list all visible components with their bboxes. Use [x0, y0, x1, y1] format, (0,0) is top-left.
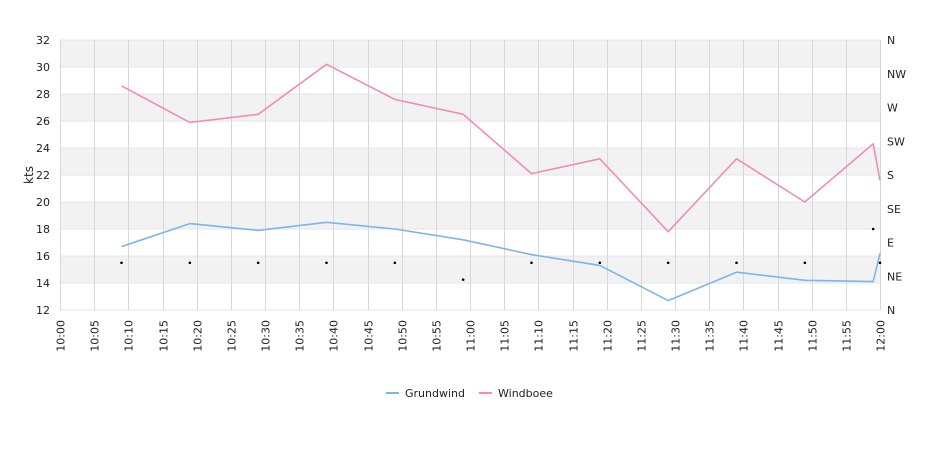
- x-tick-label: 10:40: [328, 320, 341, 352]
- x-tick-label: 11:20: [602, 320, 615, 352]
- y-tick-label: 28: [36, 88, 50, 101]
- direction-marker: [120, 261, 123, 265]
- legend-label: Windboee: [498, 387, 553, 400]
- direction-marker: [803, 261, 807, 265]
- direction-marker: [871, 227, 875, 231]
- direction-tick-label: SW: [887, 135, 905, 148]
- x-tick-label: 10:05: [89, 320, 102, 352]
- direction-marker: [598, 261, 602, 265]
- x-tick-label: 11:10: [533, 320, 546, 352]
- direction-tick-label: NE: [887, 270, 902, 283]
- x-tick-label: 11:45: [773, 320, 786, 352]
- x-tick-label: 11:55: [841, 320, 854, 352]
- x-tick-label: 10:30: [260, 320, 273, 352]
- direction-tick-label: NW: [887, 68, 906, 81]
- y-tick-label: 18: [36, 223, 50, 236]
- x-tick-label: 11:15: [568, 320, 581, 352]
- x-tick-label: 10:10: [123, 320, 136, 352]
- direction-marker: [530, 261, 533, 265]
- x-tick-label: 11:05: [499, 320, 512, 352]
- direction-axis-ticks: N NE E SE S SW W NW N: [887, 34, 906, 317]
- x-tick-label: 10:15: [158, 320, 171, 352]
- direction-tick-label: SE: [887, 203, 901, 216]
- y-axis-title: kts: [22, 166, 36, 184]
- direction-marker: [461, 278, 465, 281]
- legend-item-grundwind[interactable]: Grundwind: [386, 387, 465, 400]
- x-tick-label: 11:30: [670, 320, 683, 352]
- direction-marker: [256, 261, 260, 265]
- x-tick-label: 10:20: [192, 320, 205, 352]
- x-tick-label: 10:45: [363, 320, 376, 352]
- y-tick-label: 14: [36, 277, 50, 290]
- direction-marker: [878, 261, 882, 265]
- x-axis-ticks: 10:00 10:05 10:10 10:15 10:20 10:25 10:30 10:35…: [55, 320, 888, 352]
- direction-tick-label: N: [887, 304, 895, 317]
- y-tick-label: 16: [36, 250, 50, 263]
- y-tick-label: 32: [36, 34, 50, 47]
- x-tick-label: 11:35: [704, 320, 717, 352]
- vertical-gridlines: [60, 40, 881, 310]
- y-axis-ticks: 12 14 16 18 20 22 24 26 28 30 32: [36, 34, 50, 317]
- series-line-grundwind: [121, 221, 881, 302]
- direction-marker: [188, 261, 192, 265]
- x-tick-label: 10:35: [294, 320, 307, 352]
- x-tick-label: 11:00: [465, 320, 478, 352]
- y-tick-label: 12: [36, 304, 50, 317]
- x-tick-label: 10:25: [226, 320, 239, 352]
- legend-label: Grundwind: [405, 387, 465, 400]
- x-tick-label: 12:00: [875, 320, 888, 352]
- direction-tick-label: E: [887, 237, 894, 250]
- x-tick-label: 10:00: [55, 320, 68, 352]
- legend-item-windboee[interactable]: Windboee: [479, 387, 553, 400]
- x-tick-label: 10:55: [431, 320, 444, 352]
- direction-marker: [735, 261, 738, 265]
- direction-marker: [325, 261, 328, 265]
- direction-tick-label: W: [887, 102, 898, 115]
- y-tick-label: 24: [36, 142, 50, 155]
- direction-tick-label: N: [887, 34, 895, 47]
- x-tick-label: 11:25: [636, 320, 649, 352]
- direction-tick-label: S: [887, 169, 894, 182]
- y-tick-label: 22: [36, 169, 50, 182]
- direction-marker: [666, 261, 670, 265]
- direction-markers: [120, 227, 882, 281]
- y-tick-label: 26: [36, 115, 50, 128]
- direction-marker: [393, 261, 397, 265]
- legend[interactable]: Grundwind Windboee: [386, 387, 553, 400]
- x-tick-label: 11:40: [738, 320, 751, 352]
- series-lines: [121, 63, 881, 302]
- x-tick-label: 10:50: [397, 320, 410, 352]
- series-line-windboee: [121, 63, 881, 233]
- y-tick-label: 30: [36, 61, 50, 74]
- x-tick-label: 11:50: [807, 320, 820, 352]
- y-tick-label: 20: [36, 196, 50, 209]
